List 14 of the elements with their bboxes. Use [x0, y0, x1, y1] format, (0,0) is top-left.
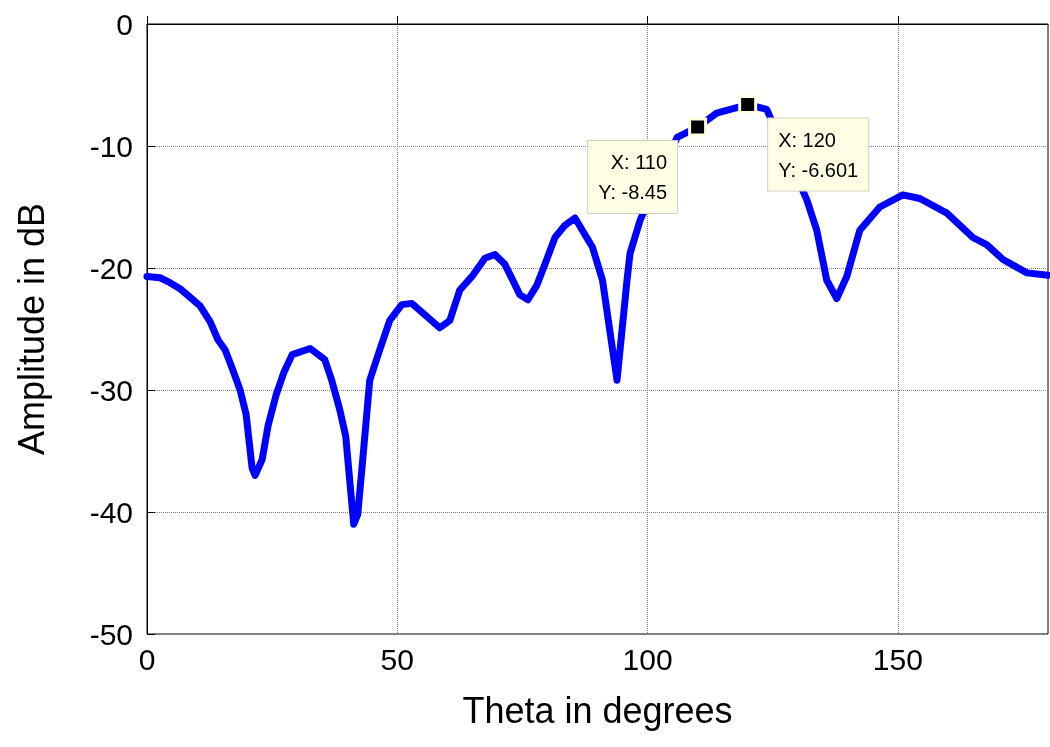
x-tick-label: 0 [138, 642, 156, 676]
y-tick-label: -30 [89, 373, 133, 407]
y-axis-title: Amplitude in dB [10, 202, 52, 456]
y-tick-label: -20 [89, 251, 133, 285]
y-tick-label: -50 [89, 617, 133, 651]
x-tick-label: 50 [380, 642, 414, 676]
x-tick-label: 150 [872, 642, 923, 676]
x-tick-label: 100 [622, 642, 673, 676]
x-axis-title: Theta in degrees [462, 689, 733, 731]
y-tick-label: 0 [116, 7, 133, 41]
y-tick-label: -10 [89, 129, 133, 163]
annotation: X: 120 Y: -6.601 [778, 128, 859, 181]
y-tick-label: -40 [89, 495, 133, 529]
annotation: X: 110 Y: -8.45 [598, 151, 668, 204]
